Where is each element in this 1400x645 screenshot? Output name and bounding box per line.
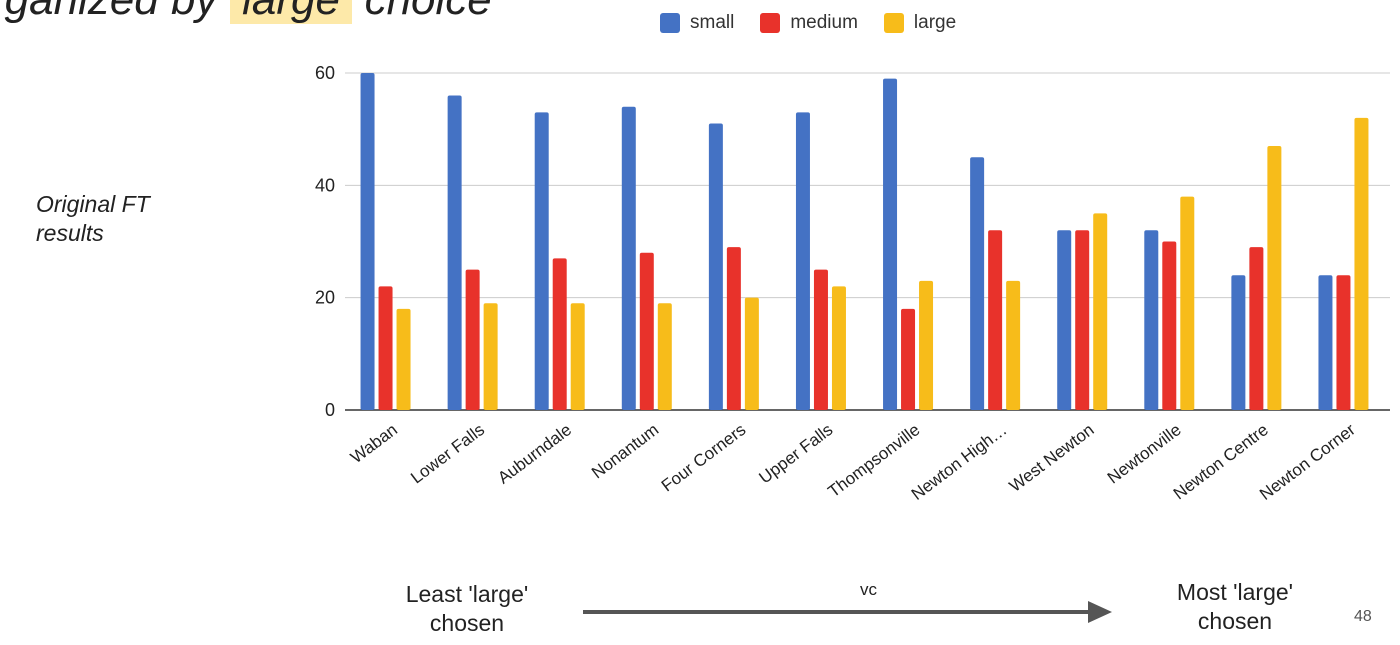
legend-item-small: small: [660, 12, 734, 34]
y-tick-label: 0: [325, 400, 335, 420]
bar-large-2: [570, 303, 585, 410]
legend-item-large: large: [883, 12, 957, 34]
chart-legend: small medium large: [660, 12, 956, 34]
bar-large-6: [919, 280, 934, 410]
bar-small-0: [360, 73, 375, 410]
bar-large-10: [1267, 146, 1282, 410]
bar-medium-0: [378, 286, 393, 410]
legend-label-small: small: [690, 12, 735, 33]
bar-small-11: [1318, 275, 1333, 410]
slide-title: rganized by 'large' choice: [0, 0, 492, 24]
bar-medium-6: [901, 308, 916, 410]
legend-label-large: large: [913, 12, 957, 33]
most-large-label: Most 'large' chosen: [1176, 579, 1294, 634]
y-tick-label: 20: [315, 288, 335, 308]
bar-large-3: [657, 303, 672, 410]
bar-medium-8: [1075, 230, 1090, 410]
bar-small-10: [1231, 275, 1246, 410]
bar-small-3: [621, 106, 636, 410]
bar-medium-7: [988, 230, 1003, 410]
bar-small-4: [708, 123, 723, 411]
bar-medium-9: [1162, 241, 1177, 410]
bar-medium-11: [1336, 275, 1351, 410]
legend-item-medium: medium: [760, 12, 858, 34]
legend-swatch-large: [883, 13, 904, 33]
title-suffix: choice: [352, 0, 492, 24]
bar-large-9: [1180, 196, 1195, 410]
y-tick-label: 40: [315, 175, 335, 195]
title-highlight: 'large': [229, 0, 353, 24]
legend-swatch-small: [660, 13, 680, 33]
bar-small-1: [447, 95, 462, 410]
bar-small-9: [1144, 230, 1159, 410]
bar-small-5: [795, 112, 810, 411]
bar-medium-5: [813, 269, 828, 410]
bar-large-4: [744, 297, 759, 410]
title-prefix: rganized by: [0, 0, 230, 24]
bar-medium-10: [1249, 247, 1264, 410]
bar-large-8: [1093, 213, 1108, 410]
bar-large-1: [483, 303, 498, 410]
bar-large-0: [396, 308, 411, 410]
bar-medium-1: [465, 269, 480, 410]
bar-small-6: [883, 78, 898, 410]
legend-label-medium: medium: [790, 12, 858, 33]
arrow-label: vc: [860, 580, 877, 599]
bar-medium-3: [639, 252, 654, 410]
bar-small-8: [1057, 230, 1072, 410]
page-number: 48: [1354, 608, 1372, 625]
y-tick-label: 60: [315, 63, 335, 83]
side-label: Original FT results: [36, 191, 150, 246]
arrow-head: [1088, 601, 1112, 623]
bar-large-7: [1006, 280, 1021, 410]
bar-medium-4: [726, 247, 741, 410]
legend-swatch-medium: [760, 13, 781, 33]
bar-large-5: [831, 286, 846, 410]
bar-small-2: [534, 112, 549, 411]
least-large-label: Least 'large' chosen: [405, 581, 529, 636]
bar-large-11: [1354, 117, 1369, 410]
bar-medium-2: [552, 258, 567, 410]
bar-small-7: [970, 157, 985, 410]
